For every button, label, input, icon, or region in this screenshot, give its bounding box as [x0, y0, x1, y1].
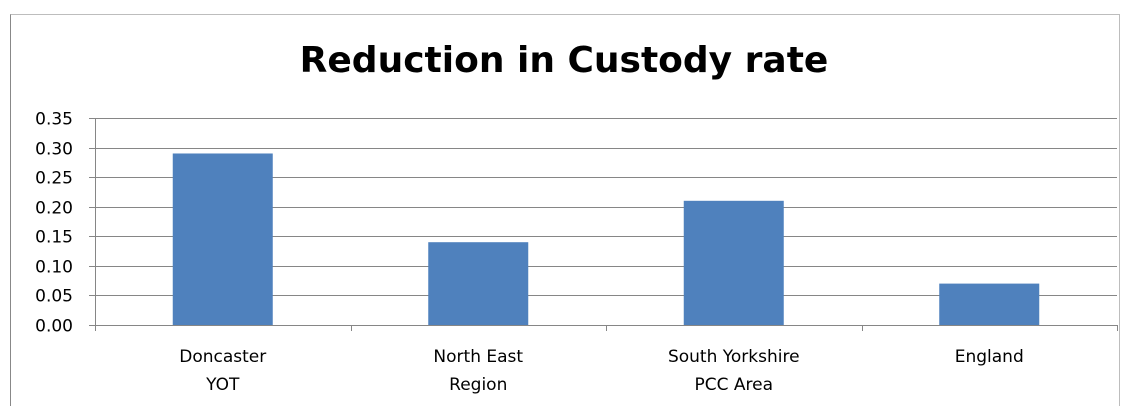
x-category-label: England	[955, 347, 1024, 367]
y-tick-label: 0.15	[35, 228, 73, 248]
y-tick-label: 0.30	[35, 140, 73, 160]
x-category-label-line: England	[955, 347, 1024, 367]
bar	[428, 242, 529, 325]
chart-title: Reduction in Custody rate	[299, 40, 829, 81]
bar	[683, 200, 784, 325]
bar	[172, 153, 273, 325]
chart-frame	[10, 14, 1120, 406]
x-category-label: Doncaster YOT	[179, 347, 266, 395]
x-category-label-line: YOT	[205, 375, 240, 395]
y-tick-label: 0.35	[35, 110, 73, 130]
y-tick-label: 0.00	[35, 317, 73, 337]
x-category-label: South Yorkshire PCC Area	[668, 347, 800, 395]
bar	[939, 283, 1040, 325]
y-tick-label: 0.20	[35, 199, 73, 219]
x-category-label-line: Region	[449, 375, 507, 395]
x-category-label-line: Doncaster	[179, 347, 266, 367]
y-tick-label: 0.25	[35, 169, 73, 189]
x-category-label: North East Region	[433, 347, 523, 395]
y-tick-label: 0.10	[35, 258, 73, 278]
x-category-label-line: South Yorkshire	[668, 347, 800, 367]
x-category-label-line: North East	[433, 347, 523, 367]
x-category-label-line: PCC Area	[694, 375, 773, 395]
y-tick-label: 0.05	[35, 287, 73, 307]
